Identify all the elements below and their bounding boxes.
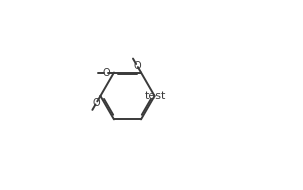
Text: test: test [145,91,166,101]
Text: O: O [133,61,141,70]
Text: O: O [93,98,100,108]
Text: O: O [102,67,110,78]
